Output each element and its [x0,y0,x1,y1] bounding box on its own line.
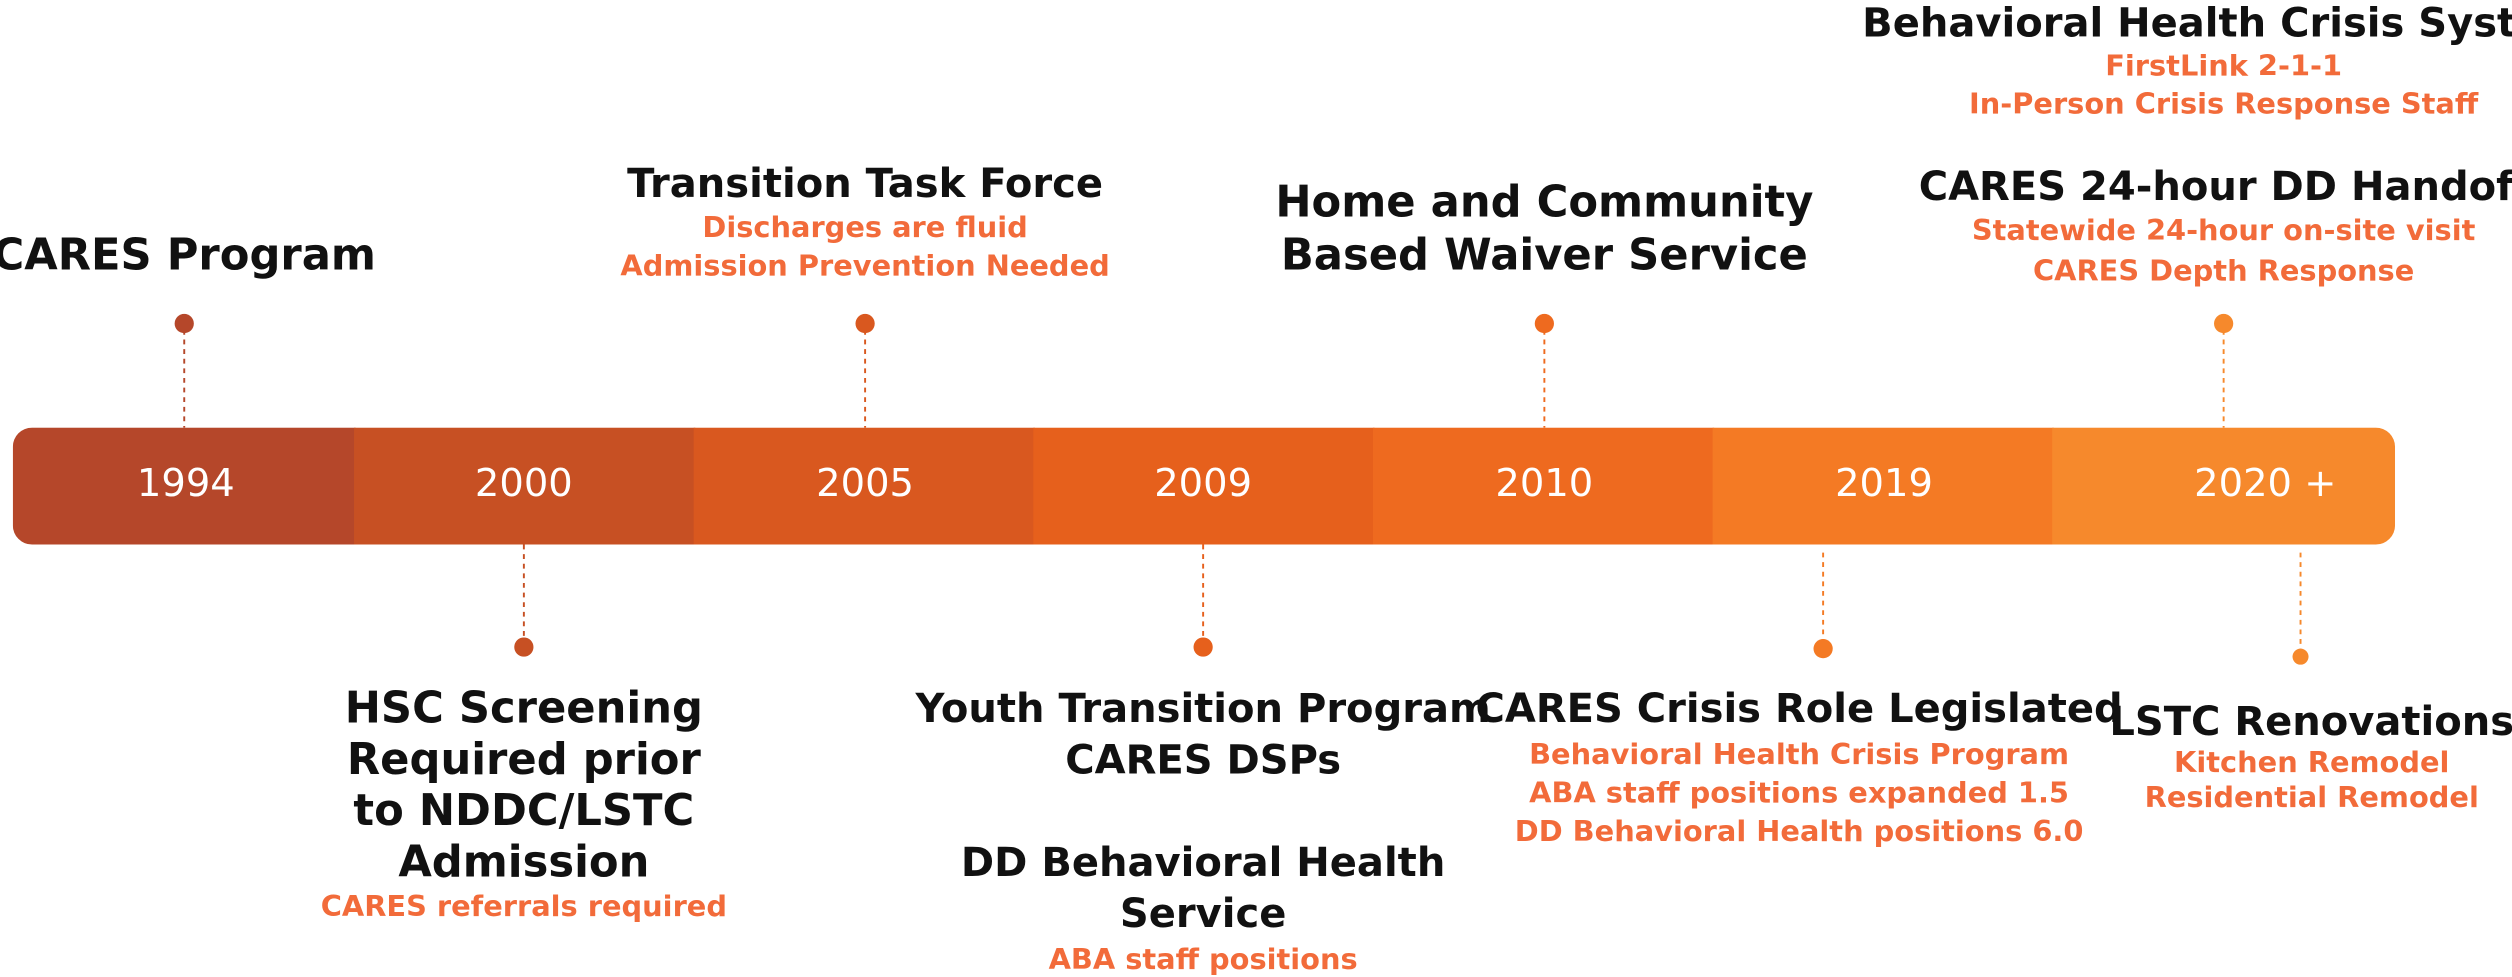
event-detail: Kitchen Remodel [2174,745,2449,779]
segment [693,427,1035,545]
event-detail: In-Person Crisis Response Staff [1969,87,2479,121]
year-label: 2020 + [2194,461,2336,506]
event-title: Service [1120,891,1286,937]
segment [1372,427,1715,545]
segment [12,427,356,545]
event-detail: Admission Prevention Needed [620,248,1109,282]
event-title: CARES Crisis Role Legislated [1475,686,2122,732]
event-title: Home and Community [1275,178,1813,228]
event-detail: CARES Depth Response [2033,253,2414,287]
event-title: Required prior [347,735,702,785]
event-detail: Behavioral Health Crisis Program [1529,737,2069,771]
dot [514,637,534,657]
event-title: Admission [398,837,649,887]
event-title: DD Behavioral Health [961,840,1445,886]
event-detail: CARES referrals required [321,889,727,923]
year-label: 2000 [475,461,573,506]
year-label: 2009 [1154,461,1252,506]
event-title: to NDDC/LSTC [353,786,694,836]
dot [855,313,875,334]
dot [174,313,194,334]
event-detail: FirstLink 2-1-1 [2105,48,2342,82]
timeline-bar [12,427,2396,545]
segment [1033,427,1375,545]
event-title: CARES Program [0,230,376,280]
event-detail: Residential Remodel [2145,780,2479,814]
dot [1534,313,1554,334]
event-title: HSC Screening [345,684,703,734]
year-label: 1994 [137,461,235,506]
event-title: Based Waiver Service [1281,230,1808,280]
event-detail: DD Behavioral Health positions 6.0 [1515,814,2084,848]
event-title: CARES DSPs [1065,737,1341,783]
year-label: 2005 [816,461,914,506]
event-title: CARES 24-hour DD Handoff [1919,164,2512,210]
event-detail: ABA staff positions expanded 1.5 [1529,775,2069,809]
dot [2292,648,2309,665]
event-title: LSTC Renovations [2109,699,2512,745]
event-title: Youth Transition Program [915,686,1491,732]
event-title: Transition Task Force [627,161,1103,207]
segment [354,427,696,545]
segment [2052,427,2396,545]
event-detail: Discharges are fluid [702,210,1027,244]
dot [1813,639,1833,659]
event-detail: ABA staff positions [1049,942,1358,976]
year-label: 2010 [1495,461,1593,506]
segment [1712,427,2054,545]
year-label: 2019 [1835,461,1933,506]
dot [1193,637,1213,657]
event-detail: Statewide 24-hour on-site visit [1972,213,2476,247]
event-title: Behavioral Health Crisis System [1862,1,2512,47]
dot [2214,313,2234,334]
